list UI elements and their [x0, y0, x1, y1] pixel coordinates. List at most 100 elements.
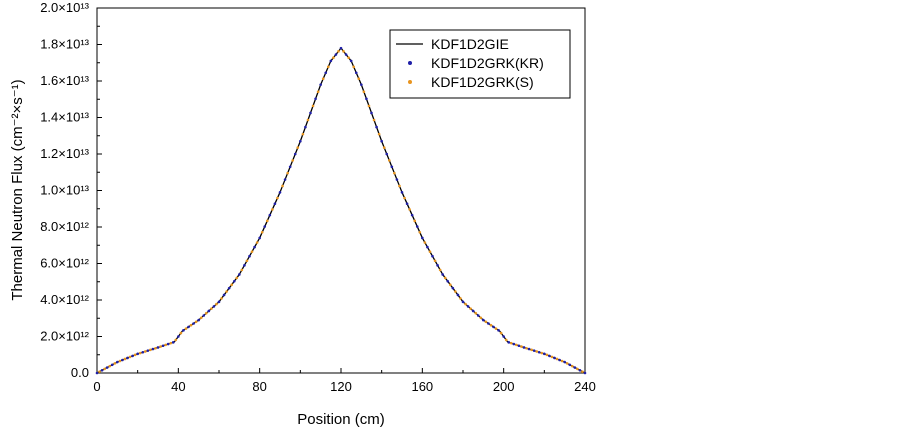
- series-3-point: [474, 311, 478, 315]
- series-3-point: [240, 268, 244, 272]
- series-2-point: [365, 97, 368, 101]
- series-3-point: [215, 302, 218, 306]
- y-tick-label: 1.2×10¹³: [40, 146, 89, 161]
- series-2-point: [583, 371, 587, 375]
- series-2-point: [421, 236, 424, 240]
- series-2-point: [400, 191, 404, 194]
- series-3-point: [469, 307, 472, 310]
- x-tick-label: 40: [171, 379, 185, 394]
- series-3-point: [159, 345, 162, 348]
- series-3-point: [154, 346, 157, 350]
- series-2-point: [116, 360, 119, 364]
- series-2-point: [446, 279, 450, 283]
- series-2-point: [456, 293, 460, 297]
- series-3-point: [367, 104, 371, 108]
- series-2-point: [497, 329, 500, 332]
- series-3-point: [128, 355, 132, 359]
- series-3-point: [438, 268, 442, 272]
- series-2-point: [288, 165, 292, 169]
- series-3-point: [489, 323, 493, 327]
- series-3-point: [204, 311, 208, 315]
- series-3-point: [576, 367, 579, 371]
- series-2-point: [415, 225, 419, 228]
- series-2-point: [100, 368, 104, 372]
- series-3-point: [276, 196, 279, 200]
- y-tick-label: 0.0: [71, 365, 89, 380]
- series-3-point: [530, 348, 533, 352]
- series-2-point: [385, 152, 389, 156]
- series-3-point: [423, 241, 427, 244]
- series-2-point: [492, 325, 495, 329]
- series-3-point: [555, 357, 559, 361]
- series-3-point: [459, 297, 462, 300]
- series-2-point: [263, 225, 267, 228]
- y-tick-label: 8.0×10¹²: [40, 219, 89, 234]
- series-2-point: [410, 213, 414, 217]
- series-3-point: [118, 359, 122, 363]
- series-3-point: [271, 208, 274, 211]
- series-2-point: [309, 111, 312, 115]
- series-2-point: [527, 347, 531, 351]
- series-2-point: [212, 305, 216, 308]
- series-3-point: [428, 250, 432, 253]
- series-3-point: [143, 350, 147, 353]
- series-2-point: [293, 152, 297, 156]
- series-3-point: [230, 283, 234, 287]
- series-3-point: [565, 362, 569, 365]
- series-2-point: [171, 341, 175, 344]
- y-tick-label: 6.0×10¹²: [40, 256, 89, 271]
- y-tick-label: 2.0×10¹³: [40, 0, 89, 15]
- series-2-point: [166, 342, 170, 346]
- series-2-point: [436, 264, 439, 267]
- series-3-point: [387, 159, 391, 162]
- series-2-point: [548, 354, 551, 358]
- series-3-point: [123, 357, 127, 361]
- series-3-point: [301, 132, 305, 136]
- series-2-point: [573, 366, 577, 369]
- series-3-point: [433, 259, 437, 263]
- series-3-point: [337, 50, 340, 53]
- series-2-point: [502, 335, 505, 338]
- series-2-point: [95, 371, 99, 375]
- series-3-point: [408, 208, 411, 211]
- series-2-point: [375, 125, 378, 129]
- series-3-point: [479, 316, 483, 320]
- series-2-point: [426, 245, 429, 249]
- legend-label-series-1: KDF1D2GIE: [431, 36, 509, 52]
- series-3-point: [138, 351, 142, 355]
- series-3-point: [393, 171, 396, 175]
- legend-box: [389, 29, 571, 99]
- series-3-point: [210, 307, 213, 310]
- series-2-point: [141, 350, 145, 354]
- series-3-point: [103, 367, 106, 371]
- legend-label-series-3: KDF1D2GRK(S): [431, 74, 534, 90]
- series-3-point: [184, 327, 188, 330]
- series-3-point: [149, 348, 152, 352]
- legend-label-series-2: KDF1D2GRK(KR): [431, 55, 544, 71]
- series-2-point: [466, 305, 470, 308]
- y-axis-title: Thermal Neutron Flux (cm⁻²×s⁻¹): [9, 79, 26, 300]
- series-3-point: [581, 370, 584, 373]
- series-3-point: [443, 276, 447, 280]
- series-2-point: [324, 71, 328, 75]
- series-3-point: [113, 362, 117, 365]
- series-2-point: [248, 254, 251, 258]
- series-2-point: [319, 83, 322, 86]
- series-2-point: [156, 346, 160, 349]
- series-3-point: [560, 359, 564, 363]
- series-2-point: [370, 111, 373, 115]
- series-2-point: [192, 322, 195, 325]
- series-layer: [95, 46, 587, 375]
- series-3-point: [194, 320, 198, 324]
- series-3-point: [347, 56, 350, 60]
- series-3-point: [372, 118, 376, 122]
- y-tick-label: 4.0×10¹²: [40, 292, 89, 307]
- series-3-point: [535, 350, 539, 353]
- series-3-point: [499, 331, 503, 335]
- series-3-point: [515, 343, 518, 347]
- series-2-point: [537, 350, 541, 354]
- series-2-point: [146, 349, 150, 352]
- series-3-point: [133, 353, 137, 357]
- series-3-point: [494, 327, 498, 330]
- series-2-point: [380, 139, 383, 143]
